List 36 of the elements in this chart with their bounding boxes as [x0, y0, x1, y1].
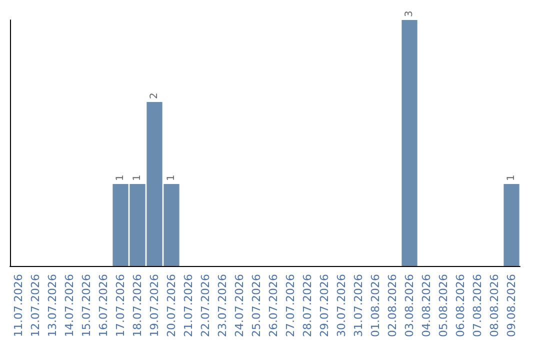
x-tick-label: 09.08.2026 — [505, 274, 518, 338]
x-tick-label: 05.08.2026 — [437, 274, 450, 338]
x-tick-label: 21.07.2026 — [182, 274, 195, 338]
x-tick-label: 04.08.2026 — [420, 274, 433, 338]
x-tick-label: 28.07.2026 — [301, 274, 314, 338]
x-tick-label: 29.07.2026 — [318, 274, 331, 338]
x-tick-label: 24.07.2026 — [233, 274, 246, 338]
x-tick-label: 15.07.2026 — [80, 274, 93, 338]
x-tick-label: 06.08.2026 — [454, 274, 467, 338]
x-tick-label: 26.07.2026 — [267, 274, 280, 338]
x-tick-label: 23.07.2026 — [216, 274, 229, 338]
x-tick-label: 16.07.2026 — [97, 274, 110, 338]
x-tick-label: 11.07.2026 — [12, 274, 25, 338]
x-tick-label: 01.08.2026 — [369, 274, 382, 338]
data-label: 2 — [149, 92, 160, 100]
x-tick-label: 27.07.2026 — [284, 274, 297, 338]
x-tick-label: 07.08.2026 — [471, 274, 484, 338]
data-label: 1 — [115, 174, 126, 182]
x-tick-label: 14.07.2026 — [63, 274, 76, 338]
x-tick-label: 31.07.2026 — [352, 274, 365, 338]
data-label: 3 — [404, 10, 415, 17]
x-tick-label: 17.07.2026 — [114, 274, 127, 338]
x-tick-label: 08.08.2026 — [488, 274, 501, 338]
data-label: 1 — [166, 174, 177, 182]
data-label: 1 — [132, 174, 143, 182]
x-tick-label: 25.07.2026 — [250, 274, 263, 338]
x-tick-label: 30.07.2026 — [335, 274, 348, 338]
x-tick-label: 12.07.2026 — [29, 274, 42, 338]
x-tick-label: 20.07.2026 — [165, 274, 178, 338]
x-tick-label: 03.08.2026 — [403, 274, 416, 338]
data-label: 1 — [506, 174, 517, 182]
x-tick-label: 22.07.2026 — [199, 274, 212, 338]
x-tick-label: 02.08.2026 — [386, 274, 399, 338]
x-tick-label: 19.07.2026 — [148, 274, 161, 338]
x-tick-label: 13.07.2026 — [46, 274, 59, 338]
x-tick-label: 18.07.2026 — [131, 274, 144, 338]
